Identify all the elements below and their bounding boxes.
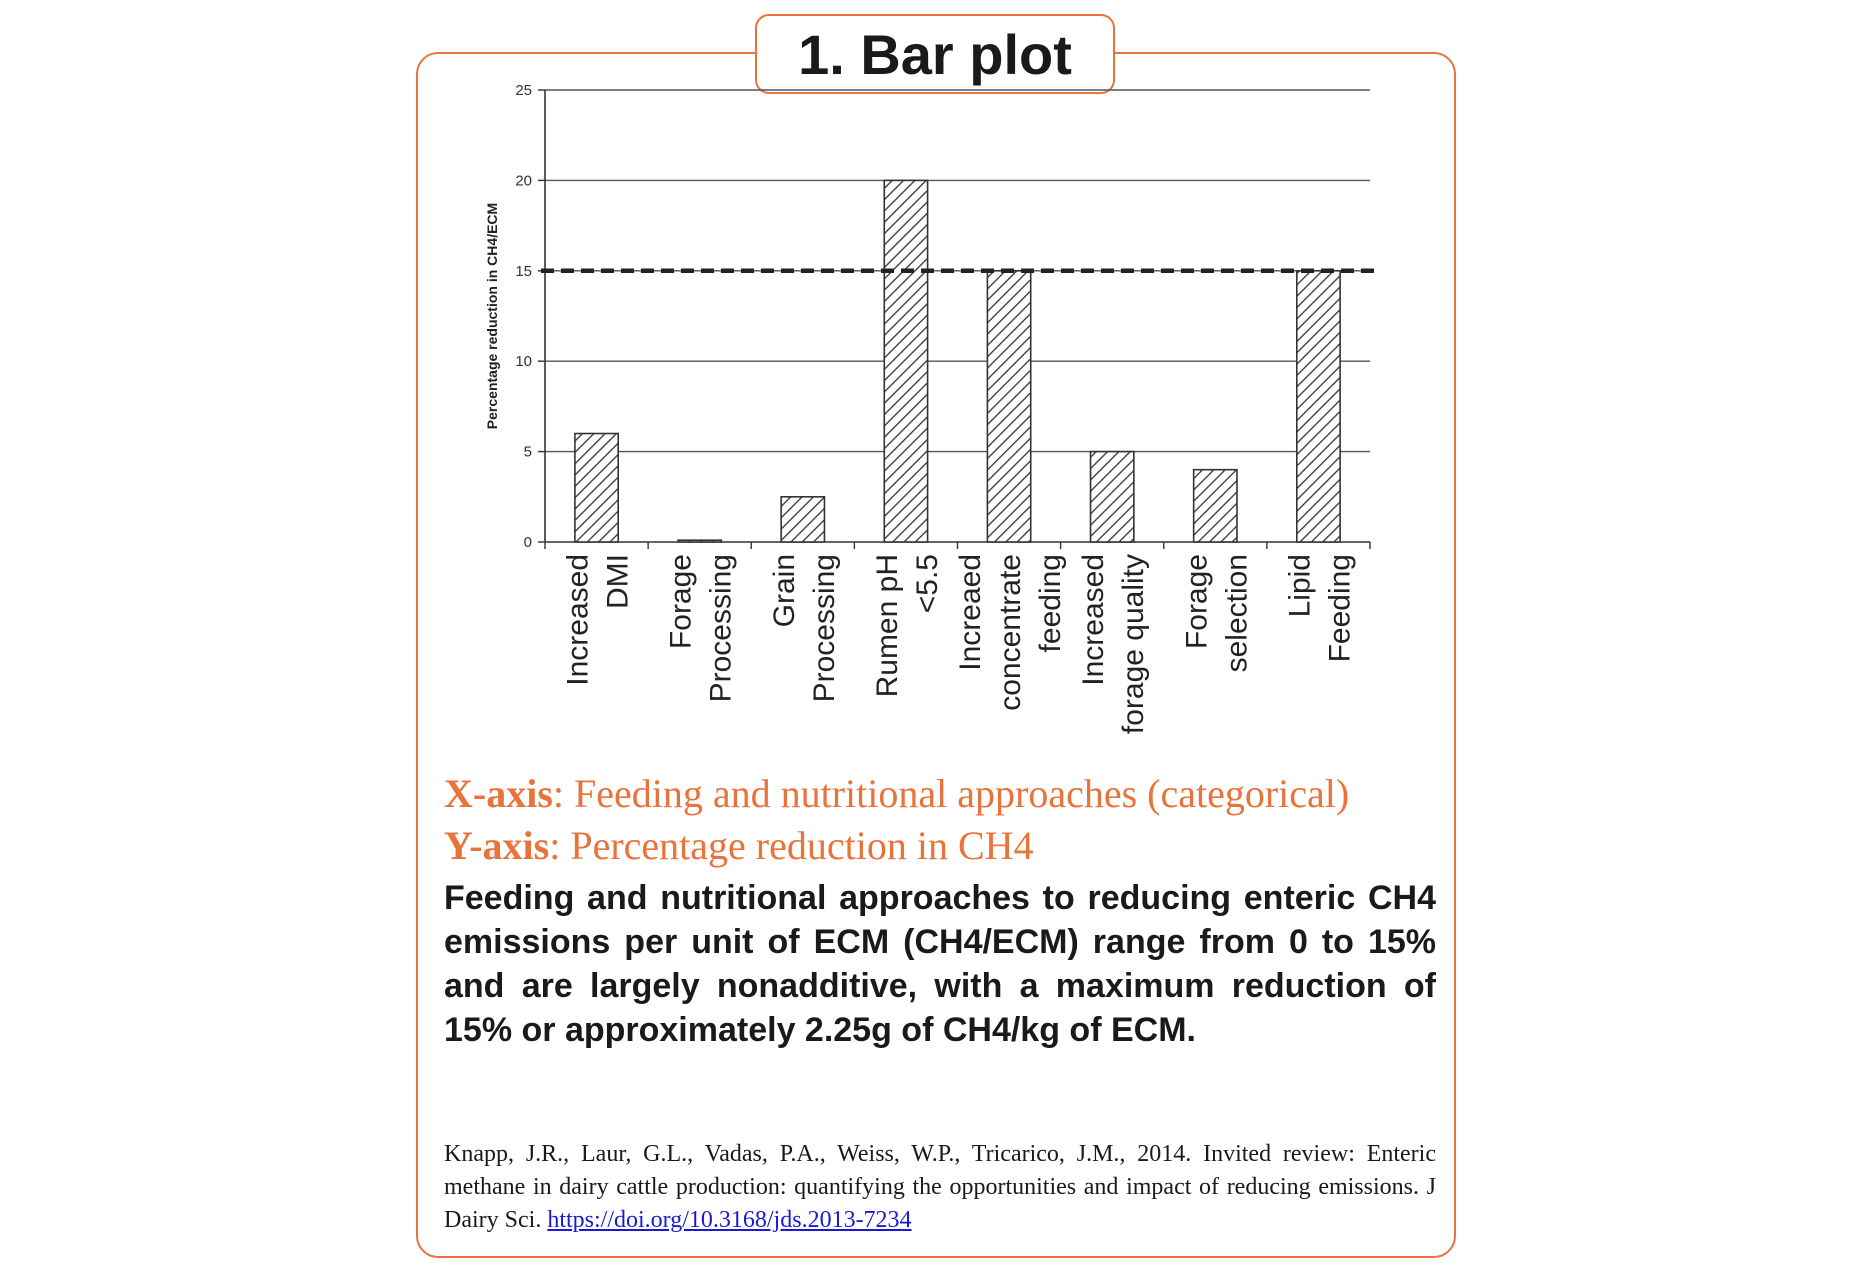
figure-card: [416, 52, 1456, 1258]
panel-title: 1. Bar plot: [755, 14, 1115, 94]
x-tick-label: Processing: [705, 554, 738, 702]
x-tick-label-group: Lipid Feeding: [1283, 554, 1356, 662]
y-tick-label: 5: [524, 444, 532, 461]
x-tick-label: Processing: [808, 554, 841, 702]
x-tick-label: concentrate: [994, 554, 1027, 711]
x-tick-label: Lipid: [1283, 554, 1316, 617]
x-tick-label-group: Increased forage quality: [1077, 554, 1150, 734]
y-tick-label: 15: [515, 263, 532, 280]
y-axis-title: Percentage reduction in CH4/ECM: [484, 203, 500, 429]
doi-link[interactable]: https://doi.org/10.3168/jds.2013-7234: [547, 1207, 912, 1233]
y-axis-description: Y-axis: Percentage reduction in CH4: [444, 822, 1034, 869]
figure-summary: Feeding and nutritional approaches to re…: [444, 879, 1436, 1049]
x-tick-label-group: Forage selection: [1180, 554, 1253, 672]
y-tick-label: 20: [515, 172, 532, 189]
y-tick-label: 0: [524, 534, 532, 551]
x-tick-label: feeding: [1034, 554, 1067, 652]
x-tick-label-group: Grain Processing: [768, 554, 841, 702]
x-tick-label: Grain: [768, 554, 801, 627]
bar: [574, 432, 620, 543]
x-tick-label: Forage: [665, 554, 698, 649]
x-tick-label: Forage: [1180, 554, 1213, 649]
bar: [986, 270, 1032, 543]
bar: [1295, 270, 1341, 543]
x-tick-label: Increaed: [954, 554, 987, 671]
bar: [883, 179, 929, 543]
x-tick-label: Feeding: [1323, 554, 1356, 662]
x-tick-label: forage quality: [1117, 554, 1150, 734]
x-tick-label: selection: [1220, 554, 1253, 672]
x-tick-label: Increased: [1077, 554, 1110, 686]
x-axis-label: X-axis: [444, 771, 553, 816]
x-tick-label: DMI: [602, 554, 635, 609]
y-axis-label: Y-axis: [444, 823, 550, 868]
x-tick-label: Rumen pH: [871, 554, 904, 697]
bar: [1192, 468, 1238, 543]
bar-chart: 0 5 10 15 20 25 Percentage reduction in CH4/EC…: [484, 82, 1380, 734]
x-tick-label-group: Increaed concentrate feeding: [954, 554, 1067, 711]
y-tick-label: 25: [515, 82, 532, 99]
bar: [780, 495, 826, 543]
y-tick-label: 10: [515, 353, 532, 370]
citation-text: Knapp, J.R., Laur, G.L., Vadas, P.A., We…: [444, 1141, 1436, 1233]
x-tick-label-group: Increased DMI: [562, 554, 635, 686]
x-tick-label-group: Rumen pH <5.5: [871, 554, 944, 697]
x-tick-label: <5.5: [911, 554, 944, 613]
bar: [1089, 450, 1135, 543]
x-tick-label-group: Forage Processing: [665, 554, 738, 702]
x-tick-label: Increased: [562, 554, 595, 686]
x-axis-text: : Feeding and nutritional approaches (ca…: [552, 771, 1350, 816]
x-axis-description: X-axis: Feeding and nutritional approach…: [444, 770, 1349, 817]
bar: [677, 539, 723, 543]
y-axis-text: : Percentage reduction in CH4: [549, 823, 1034, 868]
citation: Knapp, J.R., Laur, G.L., Vadas, P.A., We…: [444, 1138, 1436, 1237]
